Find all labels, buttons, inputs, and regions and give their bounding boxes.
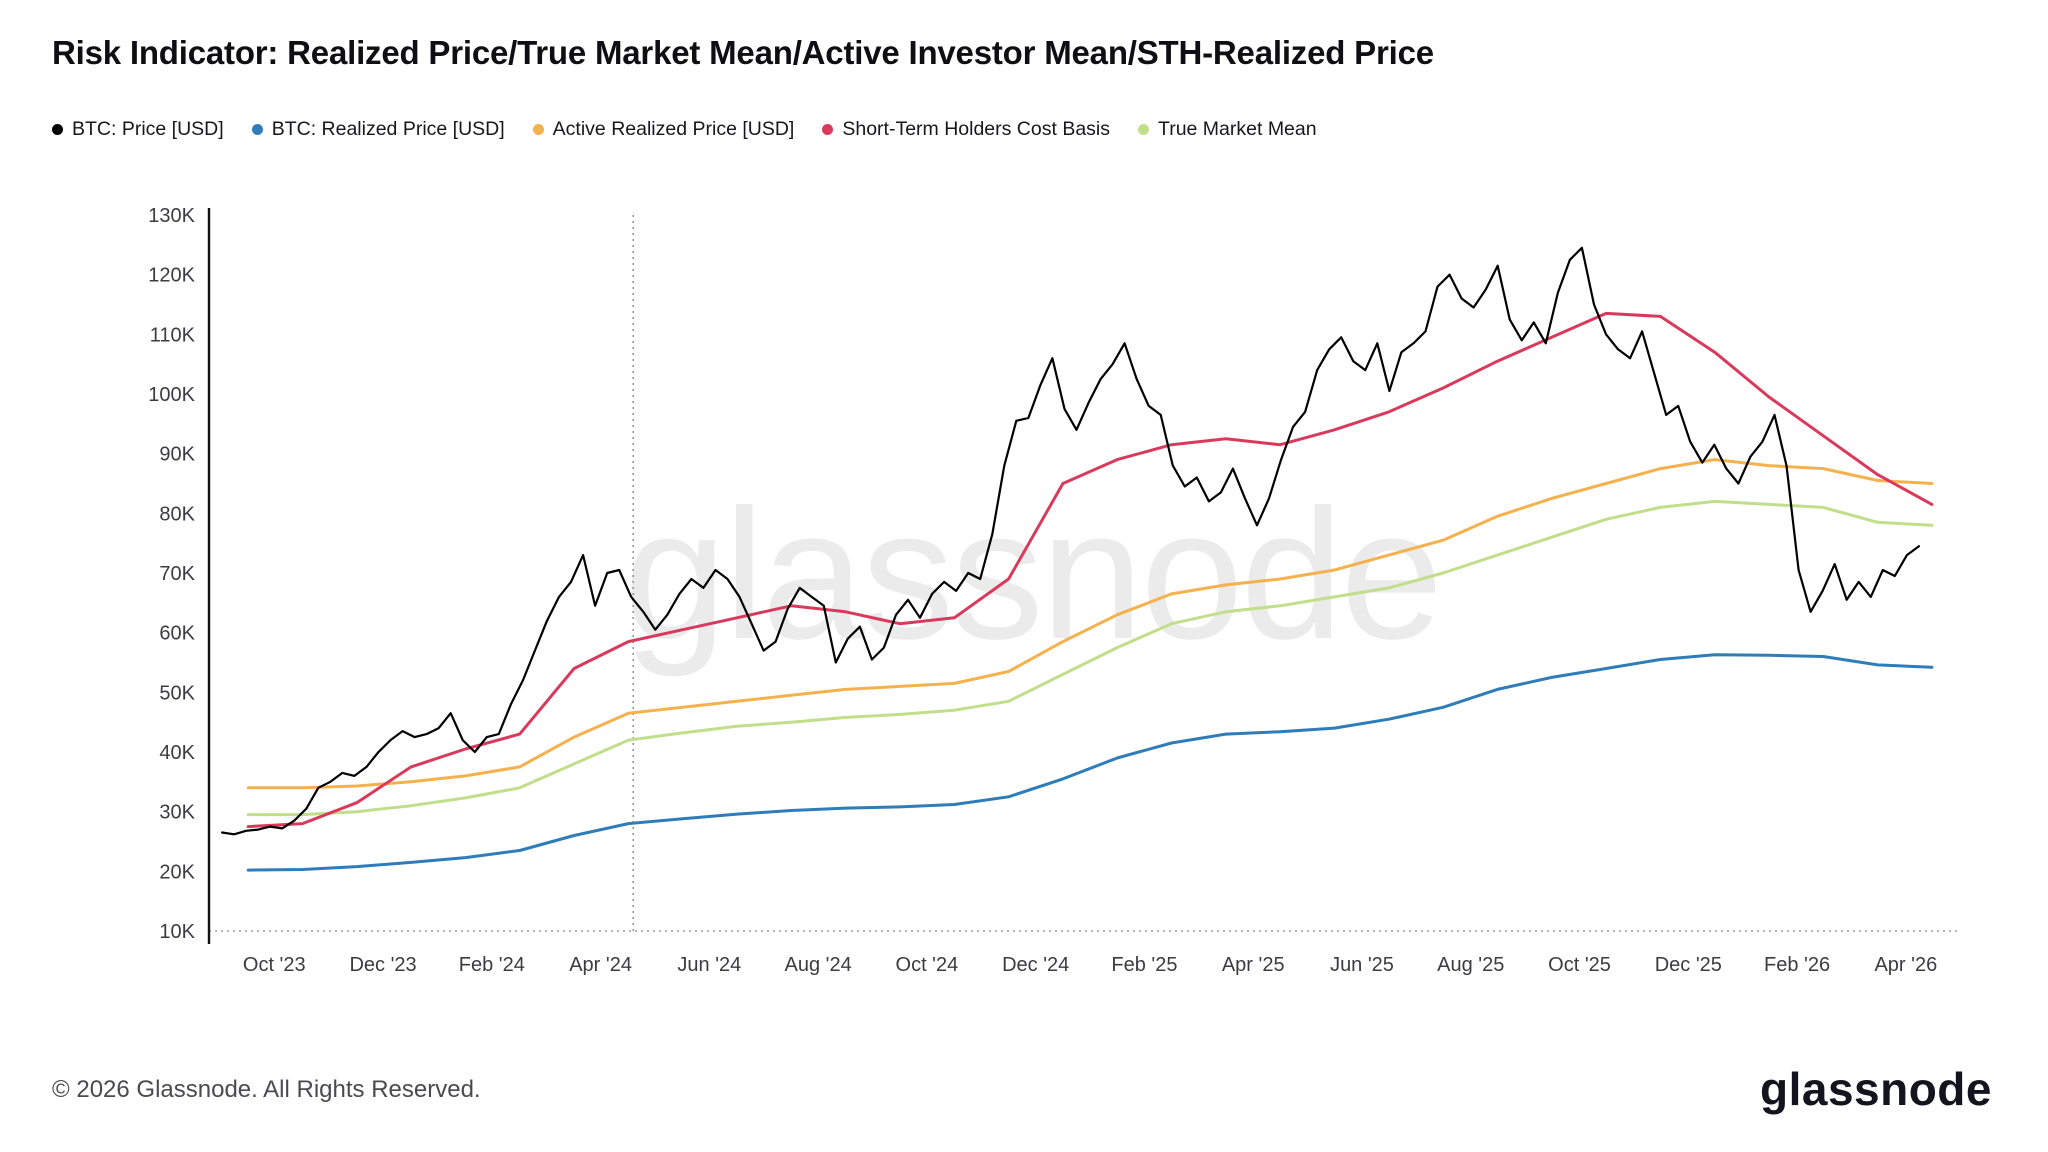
series-line-btc-price-usd [221,246,1921,836]
series-line-true-market-mean [246,499,1934,817]
y-tick-label: 110K [150,324,196,346]
y-tick-label: 20K [159,861,195,883]
legend-label: Active Realized Price [USD] [552,118,795,140]
glassnode-logo: glassnode [1759,1063,1992,1115]
x-tick-label: Jun '24 [677,954,741,976]
y-tick-label: 30K [159,802,195,824]
x-tick-label: Jun '25 [1330,954,1394,976]
legend-item-btc-price-usd[interactable]: BTC: Price [USD] [52,118,224,141]
x-tick-label: Dec '25 [1655,954,1722,976]
y-tick-label: 90K [159,444,195,466]
watermark-text: glassnode [624,472,1440,678]
legend-dot-short-term-holders-cost-basis [822,124,834,135]
chart-title: Risk Indicator: Realized Price/True Mark… [52,34,1434,71]
series-line-btc-realized-price-usd [246,653,1934,872]
y-tick-label: 100K [148,384,195,406]
x-tick-label: Aug '25 [1437,954,1504,976]
x-tick-label: Oct '25 [1548,954,1611,976]
y-tick-label: 120K [148,265,195,287]
x-tick-label: Feb '24 [459,954,525,976]
legend-item-active-realized-price-usd[interactable]: Active Realized Price [USD] [532,118,795,141]
x-tick-label: Oct '24 [896,954,959,976]
series-line-short-term-holders-cost-basis [246,311,1934,829]
y-tick-label: 10K [159,921,195,943]
x-tick-label: Feb '26 [1764,954,1830,976]
legend: BTC: Price [USD] BTC: Realized Price [USD… [52,118,1317,141]
x-tick-label: Apr '24 [569,954,632,976]
legend-label: Short-Term Holders Cost Basis [842,118,1111,140]
legend-item-short-term-holders-cost-basis[interactable]: Short-Term Holders Cost Basis [822,118,1110,141]
copyright-text: © 2026 Glassnode. All Rights Reserved. [52,1076,481,1103]
x-tick-label: Feb '25 [1111,954,1177,976]
x-tick-label: Aug '24 [784,954,851,976]
y-tick-label: 50K [159,682,195,704]
legend-item-btc-realized-price-usd[interactable]: BTC: Realized Price [USD] [251,118,505,141]
y-tick-label: 70K [159,563,195,585]
y-tick-label: 60K [159,623,195,645]
legend-item-true-market-mean[interactable]: True Market Mean [1138,118,1317,141]
x-tick-label: Oct '23 [243,954,306,976]
risk-indicator-chart[interactable]: glassnode 10K 20K 30K 40K 50K 60K 70K 80K 90K 100K… [0,150,2048,1050]
legend-dot-btc-price-usd [52,124,63,135]
legend-dot-active-realized-price-usd [532,124,544,135]
x-tick-label: Apr '26 [1874,954,1937,976]
y-tick-label: 40K [159,742,195,764]
legend-label: True Market Mean [1158,118,1317,140]
legend-label: BTC: Price [USD] [72,118,224,140]
y-tick-label: 130K [148,205,195,227]
legend-dot-true-market-mean [1138,124,1150,135]
y-tick-label: 80K [159,503,195,525]
legend-dot-btc-realized-price-usd [251,124,263,135]
x-tick-label: Apr '25 [1222,954,1285,976]
x-tick-label: Dec '23 [349,954,416,976]
legend-label: BTC: Realized Price [USD] [271,118,505,140]
series-line-active-realized-price-usd [246,458,1934,790]
x-tick-label: Dec '24 [1002,954,1069,976]
